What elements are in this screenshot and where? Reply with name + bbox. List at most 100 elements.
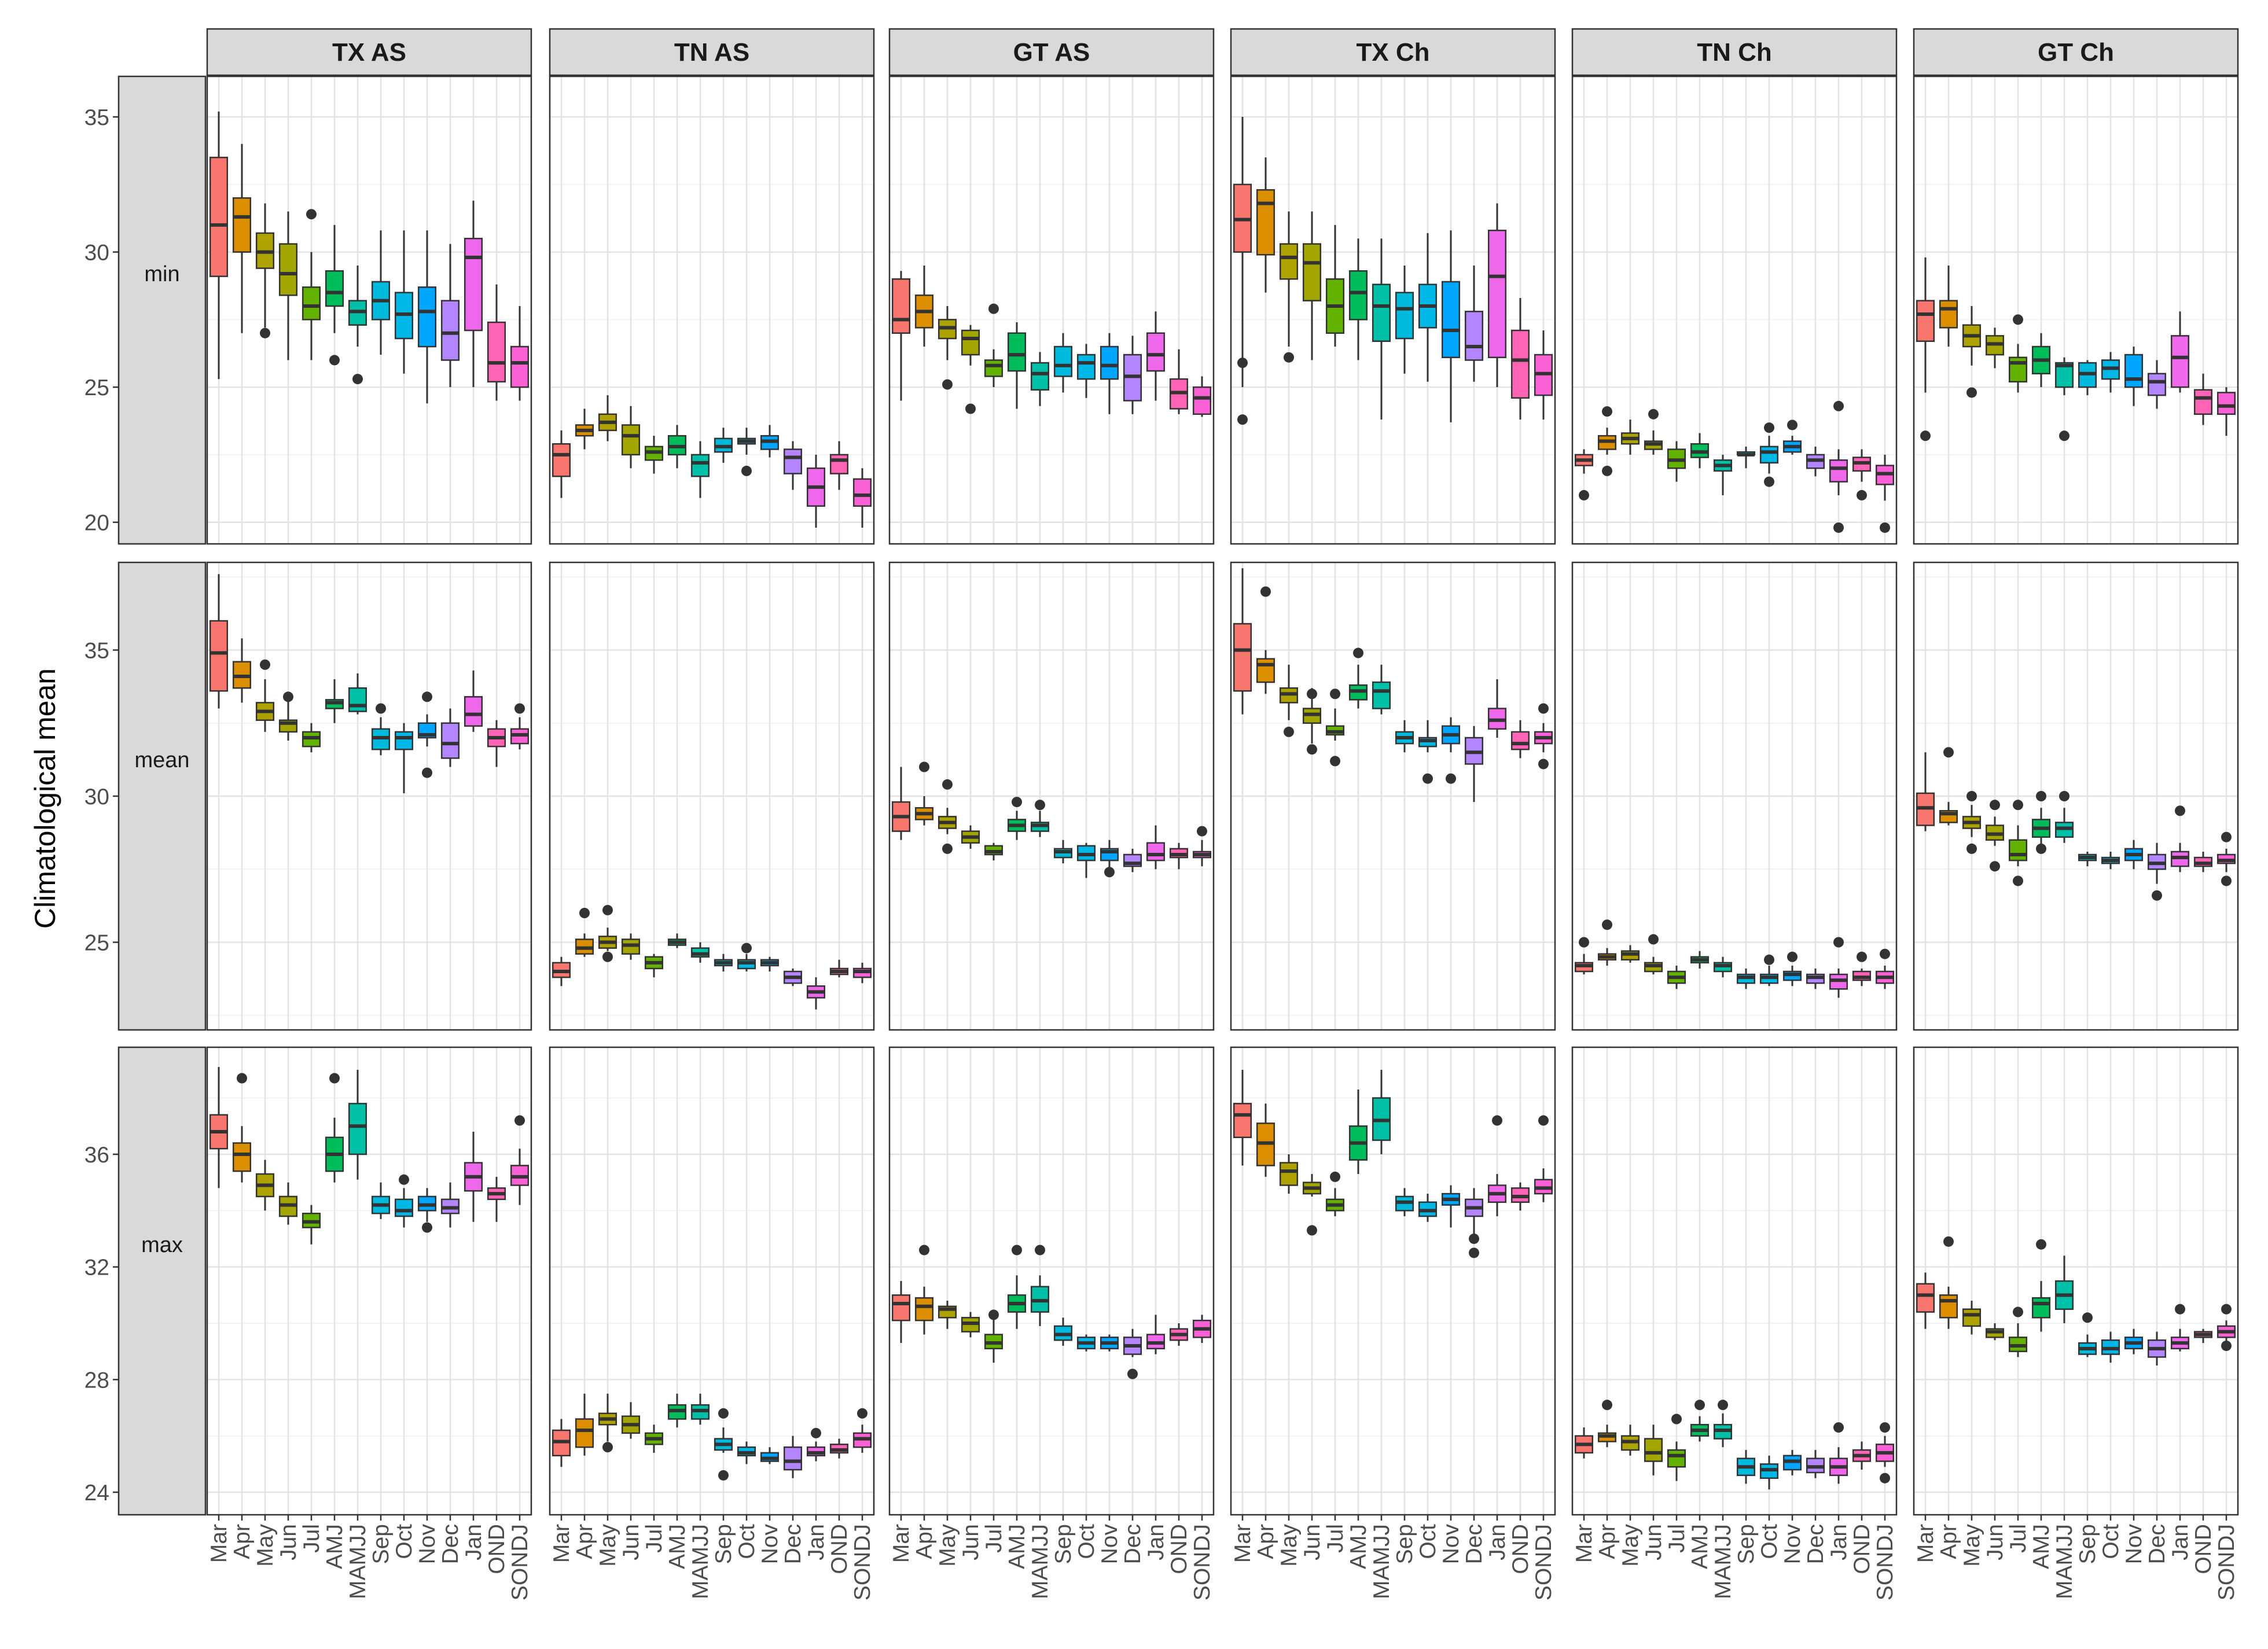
y-axis-title: Climatological mean	[29, 668, 61, 929]
axis-layer: 2025303525303524283236MarAprMayJunJulAMJ…	[84, 105, 2239, 1600]
box-body	[1302, 243, 1322, 301]
panel-border	[1571, 1046, 1898, 1516]
box-body	[575, 1418, 594, 1448]
box-outlier	[2221, 1304, 2232, 1315]
box-outlier	[1307, 689, 1317, 700]
x-tick-label: Mar	[1913, 1524, 1938, 1563]
y-tick-label: 36	[84, 1143, 109, 1168]
panel	[1571, 75, 1898, 545]
panel	[206, 75, 532, 545]
panel-border	[549, 75, 875, 545]
box-body	[302, 286, 321, 321]
box-outlier	[514, 703, 525, 714]
panel-border	[206, 75, 532, 545]
panel-border	[888, 75, 1215, 545]
box-body	[440, 722, 460, 759]
panel-border	[1230, 561, 1556, 1031]
box-body	[783, 1446, 803, 1471]
box-body	[2031, 1297, 2051, 1319]
box-body	[829, 454, 849, 474]
box-body	[1279, 243, 1299, 280]
panel-border	[1913, 1046, 2239, 1516]
panel-border	[1571, 561, 1898, 1031]
panel-background	[1914, 1047, 2238, 1515]
box-outlier	[965, 403, 976, 414]
x-tick-label: AMJ	[1688, 1524, 1712, 1569]
box-outlier	[741, 465, 752, 476]
box-outlier	[1330, 756, 1340, 767]
x-tick-label: Dec	[1462, 1524, 1487, 1564]
x-tick-label: May	[1277, 1524, 1302, 1567]
x-tick-label: MAMJJ	[345, 1524, 370, 1599]
x-tick-label: Oct	[392, 1524, 417, 1559]
box-body	[2147, 373, 2167, 396]
box-outlier	[1104, 867, 1115, 878]
x-tick-label: Jun	[1300, 1524, 1325, 1560]
box-outlier	[718, 1408, 729, 1419]
column-strip-label: TN AS	[674, 38, 749, 67]
panel-background	[889, 76, 1214, 544]
box-body	[1916, 300, 1935, 342]
box-outlier	[1330, 1171, 1340, 1182]
x-tick-label: OND	[827, 1524, 852, 1574]
box-body	[984, 359, 1003, 377]
box-body	[348, 687, 367, 712]
box-outlier	[260, 327, 270, 338]
box-outlier	[1602, 919, 1612, 930]
box-body	[510, 345, 530, 388]
box-outlier	[1764, 954, 1774, 965]
x-tick-label: Oct	[2098, 1524, 2123, 1559]
box-body	[1372, 681, 1391, 709]
box-outlier	[399, 1174, 409, 1185]
box-outlier	[602, 1442, 613, 1453]
x-tick-label: Mar	[1230, 1524, 1255, 1563]
column-strip-label: GT AS	[1013, 38, 1090, 67]
row-strip-label: min	[144, 262, 179, 286]
box-body	[1279, 1162, 1299, 1186]
x-tick-label: Apr	[572, 1524, 597, 1559]
box-body	[1372, 284, 1391, 342]
box-outlier	[2013, 875, 2023, 886]
box-outlier	[1990, 800, 2000, 811]
box-outlier	[2221, 875, 2232, 886]
box-outlier	[857, 1408, 867, 1419]
y-tick-label: 30	[84, 241, 109, 266]
panel	[206, 561, 532, 1031]
column-strip	[888, 28, 1215, 76]
x-tick-label: Dec	[1120, 1524, 1145, 1564]
box-body	[552, 443, 571, 477]
box-outlier	[1307, 1225, 1317, 1236]
box-outlier	[1284, 352, 1294, 363]
x-tick-label: Jun	[1641, 1524, 1666, 1560]
x-tick-label: Dec	[2145, 1524, 2170, 1564]
y-tick-label: 30	[84, 785, 109, 809]
box-body	[1939, 300, 1958, 329]
box-outlier	[2036, 791, 2046, 801]
column-strip	[1230, 28, 1556, 76]
x-tick-label: OND	[1508, 1524, 1533, 1574]
box-body	[209, 156, 229, 277]
box-outlier	[1718, 1400, 1728, 1411]
box-outlier	[1422, 773, 1433, 784]
panel-border	[206, 1046, 532, 1516]
x-tick-label: SONDJ	[508, 1524, 532, 1600]
box-body	[1962, 1308, 1982, 1327]
box-outlier	[2013, 314, 2023, 325]
y-tick-label: 25	[84, 376, 109, 400]
x-tick-label: May	[1618, 1524, 1643, 1567]
box-outlier	[2152, 890, 2162, 901]
box-outlier	[2221, 1340, 2232, 1351]
x-tick-label: Mar	[207, 1524, 231, 1563]
box-body	[1916, 1283, 1935, 1313]
column-strip	[1571, 28, 1898, 76]
x-tick-label: Jan	[2168, 1524, 2193, 1560]
box-body	[621, 424, 641, 456]
box-outlier	[1469, 1247, 1479, 1258]
box-body	[325, 270, 344, 307]
panel-border	[549, 1046, 875, 1516]
x-tick-label: Jul	[1664, 1524, 1689, 1553]
x-tick-label: Dec	[781, 1524, 806, 1564]
panel	[549, 1046, 875, 1516]
panel	[888, 1046, 1215, 1516]
box-outlier	[919, 1245, 929, 1256]
